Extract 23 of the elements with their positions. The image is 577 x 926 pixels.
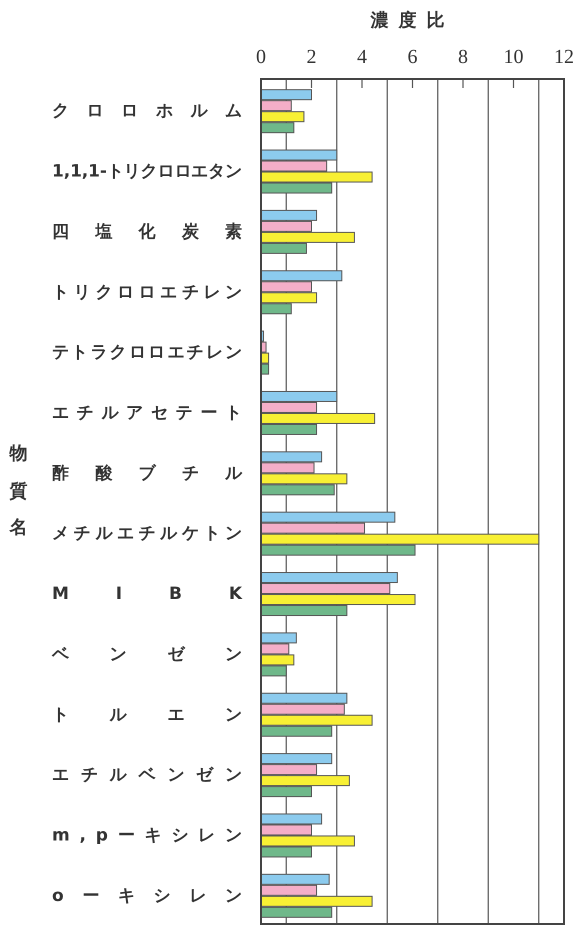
x-tick-label: 10: [504, 46, 524, 68]
y-tick-label: メチルエチルケトン: [52, 524, 242, 544]
x-tick-label: 6: [408, 46, 418, 68]
y-tick-label: oーキシレン: [52, 886, 242, 906]
y-axis-title: 物質名: [8, 430, 28, 538]
y-tick-label: エチルアセテート: [52, 402, 242, 423]
y-tick-label: m,pーキシレン: [52, 825, 242, 846]
y-tick-label: 1,1,1-トリクロロエタン: [52, 162, 242, 182]
x-tick-label: 4: [357, 46, 367, 68]
x-tick-label: 2: [306, 46, 316, 68]
x-tick-label: 0: [256, 46, 266, 68]
y-tick-label: トリクロロエチレン: [52, 282, 242, 302]
y-tick-label: テトラクロロエチレン: [52, 342, 242, 363]
y-tick-label: 酢酸ブチル: [52, 463, 243, 484]
x-tick-label: 12: [554, 46, 574, 68]
y-tick-label: エチルベンゼン: [52, 765, 242, 786]
y-tick-label: 四塩化炭素: [52, 222, 242, 242]
y-tick-label: トルエン: [52, 704, 242, 725]
y-tick-label: MIBK: [52, 584, 243, 604]
x-tick-label: 8: [458, 46, 468, 68]
x-axis-title: 濃度比: [370, 10, 454, 31]
y-tick-label: ベンゼン: [51, 644, 242, 664]
y-tick-label: クロロホルム: [52, 101, 242, 122]
